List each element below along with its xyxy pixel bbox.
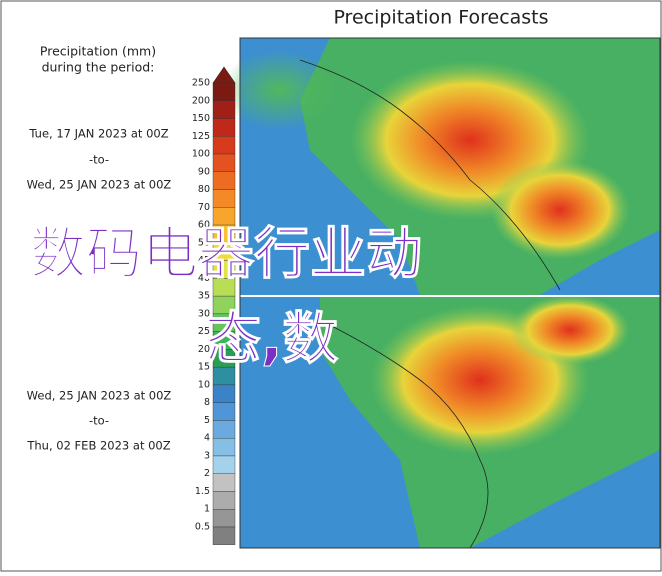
colorbar-swatch xyxy=(212,491,236,510)
colorbar-label: 45 xyxy=(198,255,210,266)
colorbar-label: 1.5 xyxy=(195,486,210,497)
colorbar-label: 50 xyxy=(198,237,210,248)
colorbar-swatch xyxy=(212,82,236,101)
colorbar-label: 125 xyxy=(192,131,210,142)
colorbar-swatch xyxy=(212,153,236,172)
colorbar-label: 8 xyxy=(204,397,210,408)
colorbar-label: 30 xyxy=(198,308,210,319)
colorbar-label: 5 xyxy=(204,415,210,426)
colorbar-label: 100 xyxy=(192,149,210,160)
colorbar-swatch xyxy=(212,438,236,457)
colorbar-label: 80 xyxy=(198,184,210,195)
colorbar-label: 10 xyxy=(198,379,210,390)
map-border xyxy=(239,37,661,549)
colorbar-label: 15 xyxy=(198,362,210,373)
period-end: Wed, 25 JAN 2023 at 00Z xyxy=(27,178,172,192)
colorbar-label: 60 xyxy=(198,220,210,231)
colorbar-swatch xyxy=(212,455,236,474)
colorbar-label: 0.5 xyxy=(195,522,210,533)
map-bottom xyxy=(240,295,660,549)
colorbar-label: 250 xyxy=(192,78,210,89)
map-top xyxy=(220,38,660,295)
colorbar-label: 90 xyxy=(198,166,210,177)
period-start: Wed, 25 JAN 2023 at 00Z xyxy=(27,389,172,403)
colorbar-label: 20 xyxy=(198,344,210,355)
legend-title: Precipitation (mm) xyxy=(40,44,156,59)
colorbar-swatch xyxy=(212,509,236,528)
legend-title: during the period: xyxy=(42,60,155,75)
colorbar-swatch xyxy=(212,189,236,208)
colorbar-swatch xyxy=(212,100,236,119)
colorbar-label: 25 xyxy=(198,326,210,337)
period-to: -to- xyxy=(89,153,109,167)
period-to: -to- xyxy=(89,414,109,428)
colorbar-label: 2 xyxy=(204,468,210,479)
overlay-text: 数码电器行业动 xyxy=(30,222,422,287)
colorbar-swatch xyxy=(212,118,236,137)
colorbar-swatch xyxy=(212,420,236,439)
colorbar-label: 150 xyxy=(192,113,210,124)
colorbar-label: 4 xyxy=(204,433,210,444)
colorbar-label: 40 xyxy=(198,273,210,284)
colorbar-label: 3 xyxy=(204,450,210,461)
colorbar-label: 200 xyxy=(192,95,210,106)
colorbar-label: 70 xyxy=(198,202,210,213)
colorbar-swatch xyxy=(212,473,236,492)
period-end: Thu, 02 FEB 2023 at 00Z xyxy=(26,439,170,453)
colorbar-label: 1 xyxy=(204,504,210,515)
colorbar-swatch xyxy=(212,526,236,545)
overlay-text: 态,数 xyxy=(205,307,338,372)
colorbar-swatch xyxy=(212,136,236,155)
title: Precipitation Forecasts xyxy=(333,7,548,29)
colorbar-swatch xyxy=(212,402,236,421)
colorbar-swatch xyxy=(212,384,236,403)
colorbar-swatch xyxy=(212,171,236,190)
colorbar-label: 35 xyxy=(198,291,210,302)
period-start: Tue, 17 JAN 2023 at 00Z xyxy=(28,127,168,141)
